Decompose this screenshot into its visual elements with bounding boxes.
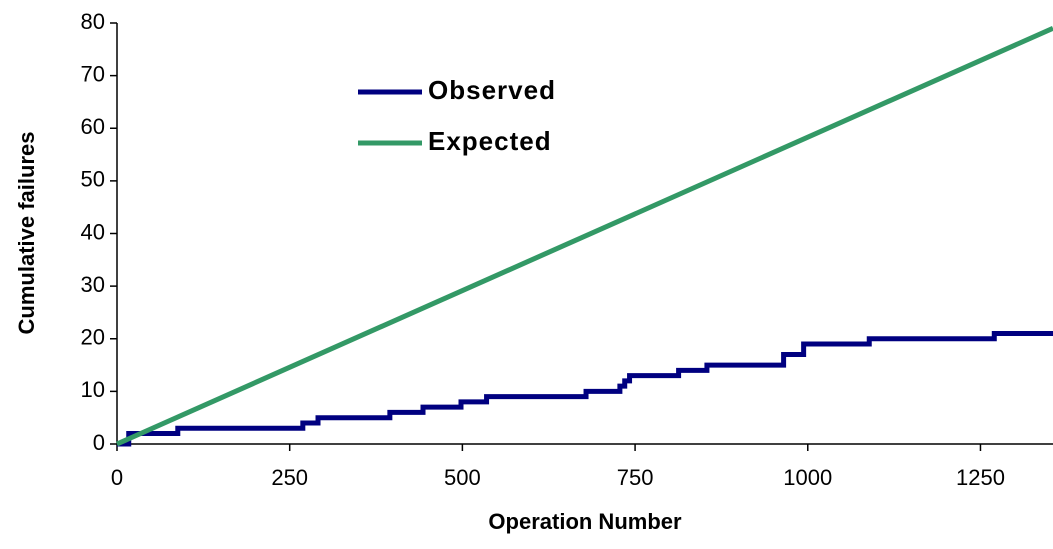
y-tick-label: 40	[81, 219, 105, 244]
legend-label: Expected	[428, 126, 552, 156]
x-tick-label: 750	[617, 465, 654, 490]
y-tick-label: 0	[93, 430, 105, 455]
y-tick-label: 60	[81, 114, 105, 139]
y-tick-label: 10	[81, 377, 105, 402]
y-tick-label: 50	[81, 167, 105, 192]
x-tick-label: 500	[444, 465, 481, 490]
series-line	[117, 330, 1053, 447]
y-tick-label: 80	[81, 9, 105, 34]
y-tick-label: 70	[81, 61, 105, 86]
y-axis-label: Cumulative failures	[14, 132, 39, 335]
legend-label: Observed	[428, 75, 556, 105]
series-line	[115, 25, 1053, 447]
x-tick-label: 250	[271, 465, 308, 490]
y-tick-label: 20	[81, 325, 105, 350]
x-axis-label: Operation Number	[488, 509, 682, 534]
x-tick-label: 1000	[783, 465, 832, 490]
x-tick-label: 0	[111, 465, 123, 490]
y-tick-label: 30	[81, 272, 105, 297]
x-tick-label: 1250	[956, 465, 1005, 490]
